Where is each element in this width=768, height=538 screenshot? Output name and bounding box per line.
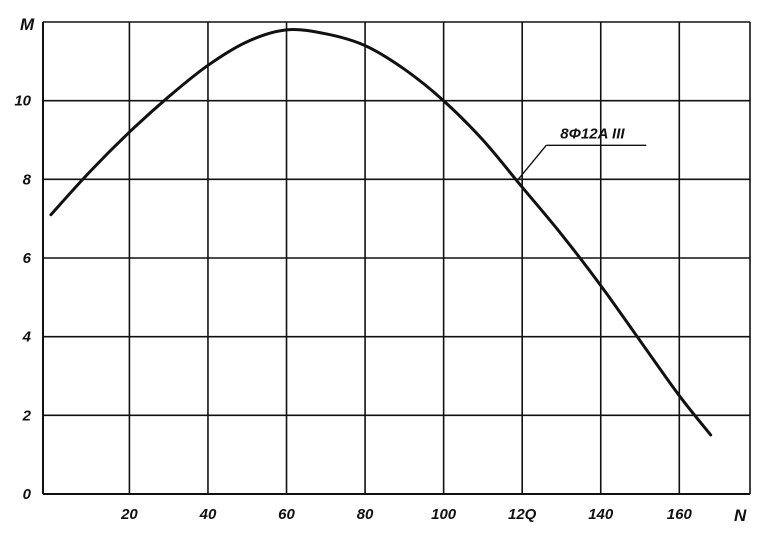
grid bbox=[43, 21, 751, 494]
tick-labels: 20 40 60 80 100 12Q 140 160 0 2 4 6 8 10 bbox=[14, 93, 692, 523]
x-tick-label: 20 bbox=[120, 506, 138, 523]
annotation-leader-line bbox=[517, 144, 547, 180]
y-tick-label: 4 bbox=[22, 329, 32, 346]
x-tick-label: 140 bbox=[588, 506, 614, 523]
x-tick-label: 100 bbox=[431, 506, 457, 523]
x-tick-label: 160 bbox=[667, 506, 693, 523]
x-tick-label: 80 bbox=[357, 506, 374, 523]
axes bbox=[42, 22, 750, 495]
series-line bbox=[49, 28, 713, 437]
y-tick-label: 10 bbox=[14, 93, 31, 110]
annotation: 8Φ12A III bbox=[517, 125, 647, 180]
y-tick-label: 2 bbox=[22, 407, 32, 424]
x-axis-label: N bbox=[734, 506, 747, 525]
y-tick-label: 8 bbox=[23, 171, 32, 188]
series bbox=[49, 28, 713, 437]
x-tick-label: 60 bbox=[278, 506, 295, 523]
y-axis-label: M bbox=[20, 15, 35, 34]
y-tick-label: 0 bbox=[23, 486, 32, 503]
y-tick-label: 6 bbox=[23, 250, 32, 267]
x-tick-label: 12Q bbox=[508, 506, 537, 523]
x-tick-label: 40 bbox=[199, 506, 217, 523]
annotation-label: 8Φ12A III bbox=[560, 125, 625, 142]
